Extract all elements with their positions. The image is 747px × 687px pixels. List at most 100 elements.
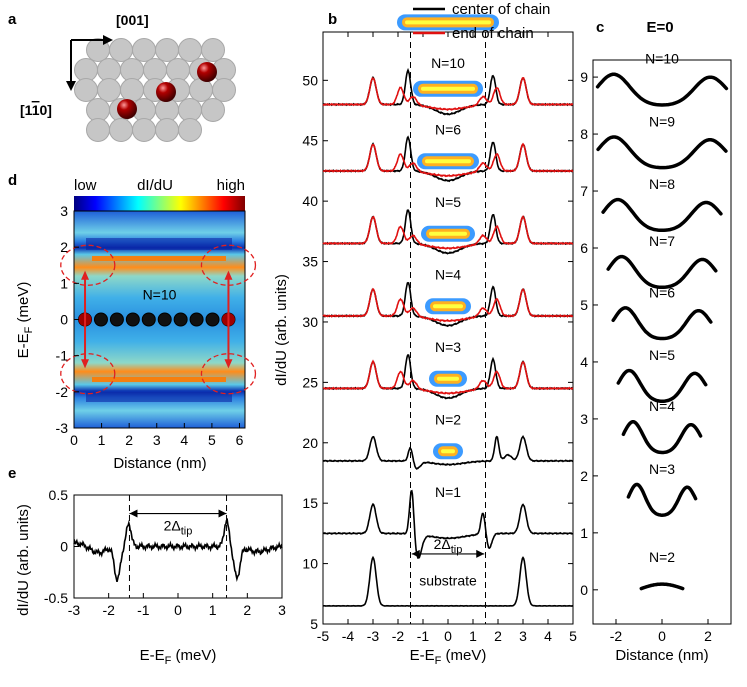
gap-arrowhead-right — [476, 549, 485, 558]
x-tick-label: 0 — [444, 628, 452, 644]
y-tick-label: 30 — [302, 314, 318, 330]
spectrum-center-line — [322, 489, 574, 559]
spectrum-label: N=2 — [435, 412, 461, 428]
end-state-ellipse — [60, 353, 116, 395]
panel-label-c: c — [596, 19, 604, 36]
chain-topography-highlight — [433, 304, 463, 309]
y-tick-label: 2 — [60, 239, 68, 255]
chain-topography-highlight — [421, 86, 475, 91]
y-tick-label: 5 — [580, 297, 588, 313]
profile-label: N=5 — [649, 347, 675, 363]
spectrum-group-n4: N=4 — [322, 225, 574, 328]
chain-atom — [157, 312, 172, 327]
profile-label: N=3 — [649, 461, 675, 477]
gap-annotation-b: 2Δtip — [434, 536, 463, 556]
chain-topography-highlight — [441, 449, 455, 454]
transition-arrowhead-down — [224, 359, 233, 369]
substrate-atom — [132, 38, 156, 62]
gap-arrowhead-left — [411, 549, 420, 558]
y-tick-label: 0 — [60, 312, 68, 328]
x-tick-label: 3 — [519, 628, 527, 644]
chain-atom — [125, 312, 140, 327]
y-tick-label: 25 — [302, 374, 318, 390]
x-tick-label: 5 — [569, 628, 577, 644]
y-tick-label: 0 — [60, 539, 68, 555]
y-tick-label: 20 — [302, 435, 318, 451]
panel-b-xlabel: E-EF (meV) — [410, 647, 487, 667]
panel-a-atom-lattice: a [001] [110] — [8, 11, 236, 142]
profile-line — [616, 368, 708, 403]
axis-y-arrowhead — [66, 81, 76, 91]
heatmap-band-upper — [92, 256, 226, 261]
substrate-atom — [132, 118, 156, 142]
profile-line — [626, 482, 698, 517]
panel-d-xlabel: Distance (nm) — [113, 455, 206, 472]
chain-atom — [173, 312, 188, 327]
x-tick-label: -1 — [137, 602, 150, 618]
spectrum-group-substrate: substrate — [323, 555, 574, 607]
transition-arrowhead-up — [224, 270, 233, 280]
spectrum-end-line — [322, 287, 573, 323]
profile-label: N=10 — [645, 51, 679, 67]
profile-line — [639, 582, 685, 591]
profile-line — [611, 306, 713, 341]
x-tick-label: 6 — [236, 432, 244, 448]
x-tick-label: -2 — [610, 628, 623, 644]
panel-d-ylabel: E-EF (meV) — [15, 282, 35, 359]
end-state-ellipse — [60, 244, 116, 286]
y-tick-label: 9 — [580, 69, 588, 85]
substrate-atom — [155, 38, 179, 62]
x-tick-label: 1 — [469, 628, 477, 644]
x-tick-label: 2 — [494, 628, 502, 644]
chain-atom — [141, 312, 156, 327]
panel-c-title: E=0 — [646, 19, 673, 36]
substrate-atom — [212, 78, 236, 102]
spectrum-group-n1: N=1 — [322, 443, 574, 559]
panel-e-xlabel: E-EF (meV) — [140, 647, 217, 667]
spectrum-group-n6: N=6 — [322, 80, 574, 183]
substrate-atom — [201, 38, 225, 62]
x-tick-label: 2 — [125, 432, 133, 448]
substrate-atom — [74, 78, 98, 102]
x-tick-label: 0 — [70, 432, 78, 448]
profile-line — [596, 135, 728, 170]
substrate-atom — [97, 78, 121, 102]
profile-label: N=6 — [649, 284, 675, 300]
panel-c-frame — [592, 59, 732, 625]
substrate-lattice — [74, 38, 236, 142]
x-tick-label: 1 — [209, 602, 217, 618]
axis-x-arrowhead — [103, 35, 113, 45]
y-tick-label: 7 — [580, 183, 588, 199]
spectrum-label: N=6 — [435, 122, 461, 138]
axis-x-label: [001] — [116, 12, 149, 28]
x-tick-label: 0 — [658, 628, 666, 644]
spectrum-group-n10: N=10 — [322, 14, 574, 116]
profile-line — [606, 254, 718, 290]
profile-line — [595, 72, 729, 107]
chain-atom — [205, 312, 220, 327]
y-tick-label: 1 — [580, 525, 588, 541]
profile-label: N=9 — [649, 113, 675, 129]
y-tick-label: -0.5 — [44, 590, 68, 606]
profile-label: N=2 — [649, 549, 675, 565]
panel-label-e: e — [8, 465, 16, 482]
colorbar-title: dI/dU — [137, 177, 173, 194]
spectrum-group-n5: N=5 — [322, 153, 574, 255]
adatoms — [117, 62, 217, 119]
x-tick-label: -2 — [102, 602, 115, 618]
chain-topography-highlight — [425, 159, 471, 164]
y-tick-label: -3 — [56, 420, 69, 436]
legend-label-end: end of chain — [452, 25, 534, 42]
x-tick-label: 3 — [153, 432, 161, 448]
y-tick-label: 1 — [60, 275, 68, 291]
x-tick-label: -5 — [317, 628, 330, 644]
spectrum-end-line — [322, 142, 574, 178]
spectrum-end-line — [322, 76, 573, 112]
y-tick-label: 15 — [302, 495, 318, 511]
spectrum-group-n2: N=2 — [322, 370, 574, 471]
x-tick-label: -3 — [367, 628, 380, 644]
y-tick-label: 10 — [302, 556, 318, 572]
chain-atom — [109, 312, 124, 327]
